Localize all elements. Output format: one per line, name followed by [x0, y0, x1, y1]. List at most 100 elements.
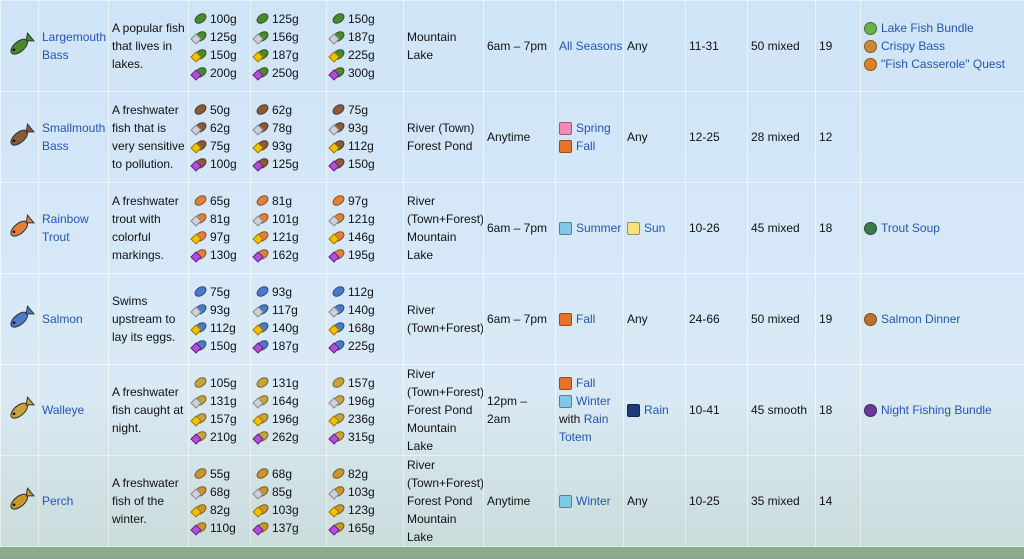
price-line: 101g — [252, 210, 323, 228]
fish-mini — [330, 11, 347, 26]
price-cell: 65g 81g 97g 130g — [188, 182, 251, 274]
price: 62g — [210, 121, 231, 135]
price: 75g — [210, 285, 231, 299]
price: 93g — [210, 303, 231, 317]
price-line: 150g — [190, 337, 247, 355]
price: 85g — [272, 485, 293, 499]
price: 196g — [348, 394, 375, 408]
location: Forest Pond — [407, 403, 473, 417]
weather: Any — [627, 130, 648, 144]
behavior-cell: 45 smooth — [747, 364, 816, 456]
price-line: 125g — [254, 10, 323, 28]
price: 82g — [348, 467, 369, 481]
season-link[interactable]: Rain Totem — [559, 412, 609, 444]
price: 75g — [348, 103, 369, 117]
season-link[interactable]: Fall — [576, 312, 596, 326]
used-in-link[interactable]: Night Fishing Bundle — [881, 403, 992, 417]
price-cell: 82g 103g 123g 165g — [326, 455, 404, 547]
price-line: 125g — [190, 28, 247, 46]
season-link[interactable]: Fall — [576, 376, 596, 390]
fish-name-link[interactable]: Smallmouth Bass — [42, 121, 106, 153]
price-cell: 55g 68g 82g 110g — [188, 455, 251, 547]
price: 164g — [272, 394, 299, 408]
fish-icon-cell — [0, 182, 39, 274]
price-cell: 68g 85g 103g 137g — [250, 455, 327, 547]
weather-link[interactable]: Rain — [644, 403, 669, 417]
season-cell: Spring Fall — [555, 91, 624, 183]
price: 200g — [210, 66, 237, 80]
used-in-link[interactable]: Lake Fish Bundle — [881, 21, 974, 35]
quality-icon — [330, 193, 347, 208]
season-link[interactable]: Fall — [576, 139, 596, 153]
fish-mini — [192, 193, 209, 208]
price-line: 187g — [328, 28, 400, 46]
season-cell: Summer — [555, 182, 624, 274]
price-line: 85g — [252, 483, 323, 501]
season-line: Winter — [559, 392, 620, 410]
quality-icon — [330, 466, 347, 481]
price-line: 121g — [328, 210, 400, 228]
location: River (Town+Forest) — [407, 458, 484, 490]
price-cell: 150g 187g 225g 300g — [326, 0, 404, 92]
fish-name-link[interactable]: Walleye — [42, 403, 85, 417]
price: 165g — [348, 521, 375, 535]
price: 55g — [210, 467, 231, 481]
price-line: 125g — [252, 155, 323, 173]
used-in-link[interactable]: Trout Soup — [881, 221, 940, 235]
price-line: 105g — [192, 374, 247, 392]
used-in-link[interactable]: Salmon Dinner — [881, 312, 961, 326]
quality-icon — [252, 29, 271, 45]
fish-mini — [330, 466, 347, 481]
quality-icon — [254, 284, 271, 299]
season-line: with Rain Totem — [559, 410, 620, 446]
price-line: 140g — [252, 319, 323, 337]
fish-name-link[interactable]: Perch — [42, 494, 74, 508]
quality-icon — [252, 484, 271, 500]
quality-icon — [252, 138, 271, 154]
icon — [559, 139, 572, 153]
icon — [864, 39, 877, 53]
price-line: 315g — [328, 428, 400, 446]
fish-name-link[interactable]: Salmon — [42, 312, 83, 326]
location-cell: Mountain Lake — [403, 0, 484, 92]
season-link[interactable]: Winter — [576, 494, 611, 508]
price-line: 131g — [190, 392, 247, 410]
price-line: 100g — [190, 155, 247, 173]
fish-row: Smallmouth Bass A freshwater fish that is… — [0, 91, 1024, 183]
description-cell: A freshwater trout with colorful marking… — [108, 182, 189, 274]
weather-link[interactable]: Sun — [644, 221, 666, 235]
xp-cell: 14 — [815, 455, 861, 547]
location: Mountain Lake — [407, 512, 457, 544]
season-link[interactable]: Summer — [576, 221, 622, 235]
used-in-link[interactable]: "Fish Casserole" Quest — [881, 57, 1005, 71]
icon — [627, 221, 640, 235]
quality-icon — [190, 229, 209, 245]
fish-icon-cell — [0, 0, 39, 92]
weather-line: Any — [627, 310, 682, 328]
quality-icon — [252, 65, 271, 81]
location: Mountain Lake — [407, 230, 457, 262]
used-in-line: Trout Soup — [864, 219, 1021, 237]
quality-icon — [330, 375, 347, 390]
used-in-link[interactable]: Crispy Bass — [881, 39, 946, 53]
price: 125g — [272, 12, 299, 26]
season-link[interactable]: All Seasons — [559, 39, 623, 53]
price-line: 75g — [190, 137, 247, 155]
quality-icon — [328, 65, 347, 81]
season-link[interactable]: Spring — [576, 121, 611, 135]
price-line: 150g — [330, 10, 400, 28]
icon — [559, 312, 572, 326]
time-cell: 6am – 7pm — [483, 182, 556, 274]
season-line: Fall — [559, 374, 620, 392]
price-line: 146g — [328, 228, 400, 246]
fish-name-link[interactable]: Largemouth Bass — [42, 30, 107, 62]
fish-name-link[interactable]: Rainbow Trout — [42, 212, 89, 244]
icon — [559, 121, 572, 135]
price-line: 262g — [252, 428, 323, 446]
price-line: 103g — [328, 483, 400, 501]
fish-mini — [254, 375, 271, 390]
size-cell: 11-31 — [685, 0, 748, 92]
fish-mini — [192, 284, 209, 299]
season-link[interactable]: Winter — [576, 394, 611, 408]
